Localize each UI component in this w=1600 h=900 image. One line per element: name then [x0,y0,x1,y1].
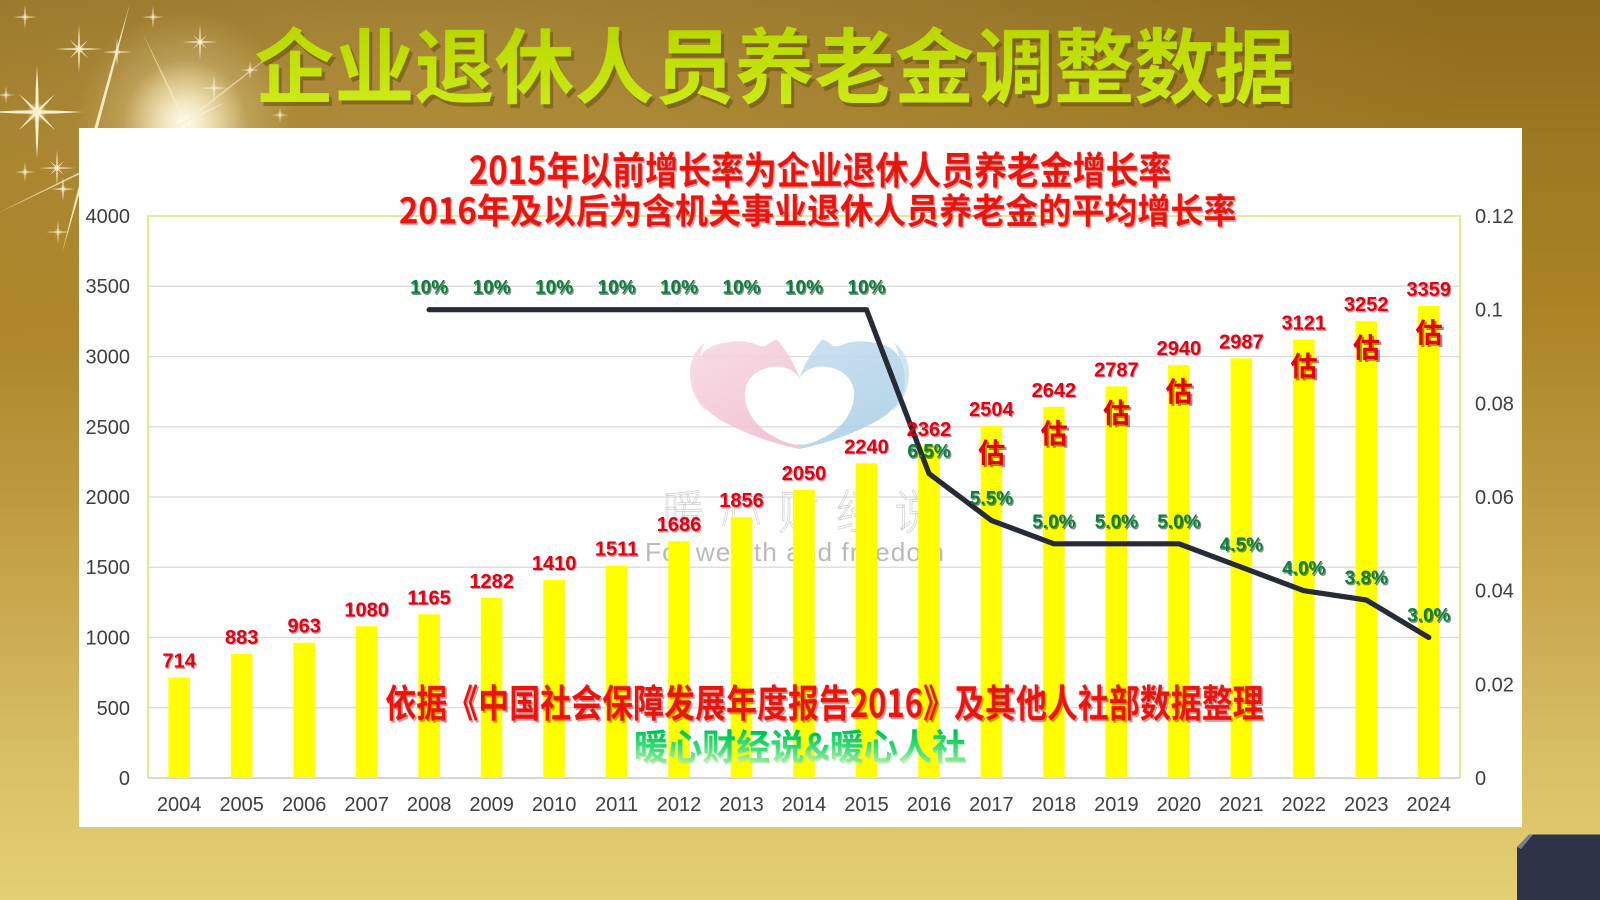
svg-text:6.5%: 6.5% [907,442,950,463]
svg-text:2050: 2050 [782,463,827,485]
svg-text:10%: 10% [410,278,448,299]
svg-text:1511: 1511 [595,539,638,561]
svg-text:883: 883 [225,627,258,649]
svg-text:10%: 10% [785,278,823,299]
svg-text:2009: 2009 [469,794,514,816]
svg-text:10%: 10% [598,278,636,299]
svg-text:2006: 2006 [282,794,327,816]
svg-text:2017: 2017 [969,794,1014,816]
svg-text:10%: 10% [473,278,511,299]
svg-text:2008: 2008 [407,794,452,816]
svg-text:5.0%: 5.0% [1032,512,1075,533]
svg-text:4000: 4000 [86,206,131,228]
svg-text:3500: 3500 [86,276,131,298]
svg-text:0.08: 0.08 [1475,393,1514,415]
svg-text:2000: 2000 [86,487,131,509]
svg-text:0.06: 0.06 [1475,487,1514,509]
svg-text:0.1: 0.1 [1475,300,1503,322]
svg-text:5.0%: 5.0% [1095,512,1138,533]
svg-text:1686: 1686 [657,514,702,536]
svg-text:2016: 2016 [907,794,952,816]
svg-text:0.02: 0.02 [1475,674,1514,696]
svg-text:3252: 3252 [1344,294,1389,316]
svg-text:500: 500 [97,698,130,720]
svg-text:1165: 1165 [407,587,450,609]
svg-text:1856: 1856 [719,490,764,512]
svg-text:2023: 2023 [1344,794,1389,816]
svg-text:2987: 2987 [1219,331,1264,353]
svg-text:0: 0 [1475,768,1486,790]
svg-text:2021: 2021 [1219,794,1264,816]
svg-text:2787: 2787 [1094,359,1139,381]
svg-text:0: 0 [119,768,130,790]
svg-text:714: 714 [163,651,197,673]
svg-text:2362: 2362 [907,419,952,441]
svg-text:10%: 10% [847,278,885,299]
svg-text:2642: 2642 [1032,380,1077,402]
svg-text:3.8%: 3.8% [1345,568,1388,589]
svg-text:5.5%: 5.5% [970,488,1013,509]
svg-text:2018: 2018 [1032,794,1077,816]
svg-text:10%: 10% [722,278,760,299]
svg-text:1410: 1410 [532,553,577,575]
svg-text:1000: 1000 [86,628,131,650]
svg-text:4.0%: 4.0% [1282,559,1325,580]
svg-text:0.12: 0.12 [1475,206,1514,228]
svg-text:2011: 2011 [595,794,638,816]
svg-text:1282: 1282 [469,571,514,593]
svg-text:2240: 2240 [844,436,889,458]
svg-text:5.0%: 5.0% [1157,512,1200,533]
svg-text:3359: 3359 [1407,279,1452,301]
svg-text:1500: 1500 [86,557,131,579]
svg-text:2005: 2005 [219,794,264,816]
svg-text:3.0%: 3.0% [1407,606,1450,627]
svg-text:10%: 10% [660,278,698,299]
svg-text:963: 963 [288,616,321,638]
svg-text:2010: 2010 [532,794,577,816]
svg-text:2504: 2504 [969,399,1014,421]
svg-text:2019: 2019 [1094,794,1139,816]
svg-text:2014: 2014 [782,794,827,816]
svg-text:1080: 1080 [344,599,389,621]
svg-text:2940: 2940 [1157,338,1202,360]
svg-text:3000: 3000 [86,347,131,369]
svg-text:4.5%: 4.5% [1220,535,1263,556]
svg-text:2015: 2015 [844,794,889,816]
svg-text:2013: 2013 [719,794,764,816]
svg-text:2012: 2012 [657,794,702,816]
svg-text:10%: 10% [535,278,573,299]
svg-text:2024: 2024 [1407,794,1452,816]
svg-text:2022: 2022 [1282,794,1327,816]
svg-text:2500: 2500 [86,417,131,439]
svg-text:2020: 2020 [1157,794,1202,816]
svg-text:2007: 2007 [344,794,389,816]
svg-text:3121: 3121 [1282,313,1327,335]
svg-text:2004: 2004 [157,794,202,816]
svg-text:0.04: 0.04 [1475,581,1514,603]
